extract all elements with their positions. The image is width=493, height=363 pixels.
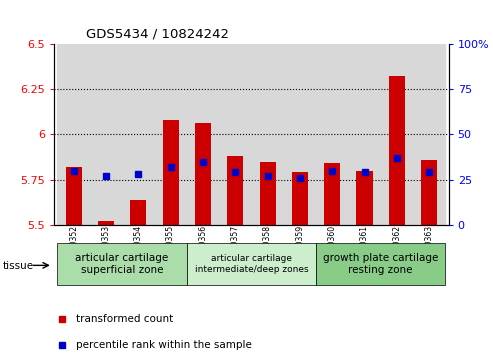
Bar bbox=[259, 162, 276, 225]
Bar bbox=[292, 172, 308, 225]
Text: GSM1310362: GSM1310362 bbox=[392, 225, 401, 276]
Text: GSM1310359: GSM1310359 bbox=[295, 225, 304, 276]
Bar bbox=[219, 44, 251, 225]
Bar bbox=[316, 44, 349, 225]
Bar bbox=[122, 44, 154, 225]
Text: GSM1310358: GSM1310358 bbox=[263, 225, 272, 276]
Bar bbox=[90, 44, 122, 225]
Text: articular cartilage
intermediate/deep zones: articular cartilage intermediate/deep zo… bbox=[195, 254, 308, 274]
Text: GSM1310354: GSM1310354 bbox=[134, 225, 143, 276]
Bar bbox=[130, 200, 146, 225]
Bar bbox=[284, 44, 316, 225]
Bar bbox=[187, 243, 316, 285]
Bar bbox=[98, 221, 114, 225]
Text: GSM1310353: GSM1310353 bbox=[102, 225, 110, 276]
Bar bbox=[58, 44, 90, 225]
Bar bbox=[66, 167, 82, 225]
Bar bbox=[316, 243, 445, 285]
Text: percentile rank within the sample: percentile rank within the sample bbox=[76, 339, 252, 350]
Text: GDS5434 / 10824242: GDS5434 / 10824242 bbox=[86, 27, 229, 40]
Bar bbox=[195, 123, 211, 225]
Bar bbox=[356, 171, 373, 225]
Text: GSM1310356: GSM1310356 bbox=[199, 225, 208, 276]
Text: tissue: tissue bbox=[2, 261, 34, 271]
Bar bbox=[163, 120, 178, 225]
Bar bbox=[421, 160, 437, 225]
Bar bbox=[381, 44, 413, 225]
Text: GSM1310357: GSM1310357 bbox=[231, 225, 240, 276]
Text: GSM1310355: GSM1310355 bbox=[166, 225, 175, 276]
Text: GSM1310360: GSM1310360 bbox=[328, 225, 337, 276]
Bar bbox=[349, 44, 381, 225]
Text: transformed count: transformed count bbox=[76, 314, 173, 324]
Text: GSM1310363: GSM1310363 bbox=[425, 225, 434, 276]
Bar bbox=[58, 243, 187, 285]
Bar bbox=[251, 44, 284, 225]
Text: GSM1310352: GSM1310352 bbox=[69, 225, 78, 276]
Bar bbox=[187, 44, 219, 225]
Bar bbox=[324, 163, 340, 225]
Bar bbox=[413, 44, 445, 225]
Text: growth plate cartilage
resting zone: growth plate cartilage resting zone bbox=[323, 253, 438, 275]
Bar bbox=[389, 76, 405, 225]
Text: articular cartilage
superficial zone: articular cartilage superficial zone bbox=[75, 253, 169, 275]
Bar bbox=[154, 44, 187, 225]
Bar bbox=[227, 156, 244, 225]
Text: GSM1310361: GSM1310361 bbox=[360, 225, 369, 276]
